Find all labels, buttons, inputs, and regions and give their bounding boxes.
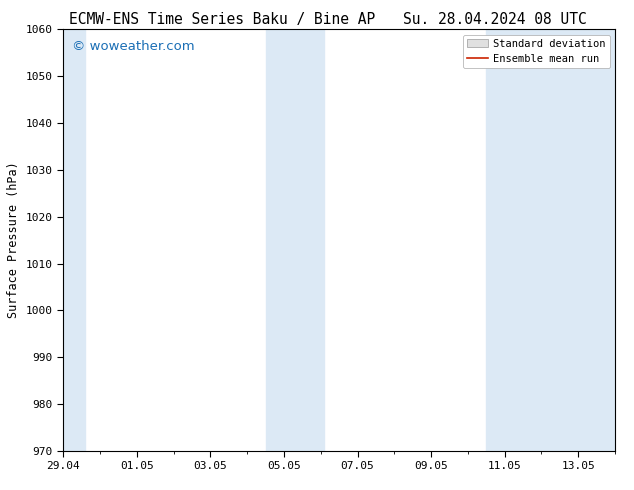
- Bar: [266, 29, 325, 451]
- Bar: [486, 29, 619, 451]
- Text: Su. 28.04.2024 08 UTC: Su. 28.04.2024 08 UTC: [403, 12, 586, 27]
- Legend: Standard deviation, Ensemble mean run: Standard deviation, Ensemble mean run: [463, 35, 610, 68]
- Text: © woweather.com: © woweather.com: [72, 40, 194, 53]
- Text: ECMW-ENS Time Series Baku / Bine AP: ECMW-ENS Time Series Baku / Bine AP: [68, 12, 375, 27]
- Y-axis label: Surface Pressure (hPa): Surface Pressure (hPa): [8, 162, 20, 318]
- Bar: [60, 29, 86, 451]
